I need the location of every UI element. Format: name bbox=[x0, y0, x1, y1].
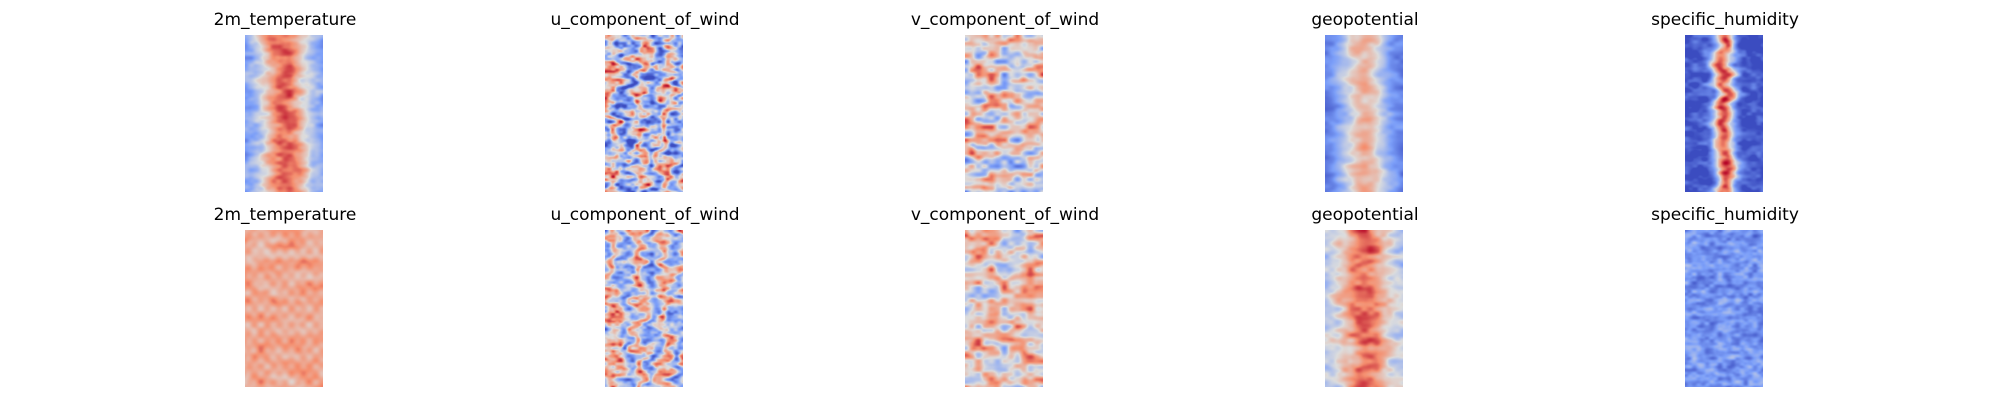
panel-title: specific_humidity bbox=[1651, 10, 1799, 30]
panel-title: specific_humidity bbox=[1651, 205, 1799, 225]
panel-title: geopotential bbox=[1311, 205, 1419, 225]
heatmap-u-component-of-wind bbox=[605, 230, 683, 387]
heatmap-v-component-of-wind bbox=[965, 230, 1043, 387]
heatmap-specific-humidity bbox=[1685, 35, 1763, 192]
heatmap-2m-temperature bbox=[245, 35, 323, 192]
panel-title: 2m_temperature bbox=[213, 10, 357, 30]
panel-title: v_component_of_wind bbox=[910, 10, 1100, 30]
panel-title: v_component_of_wind bbox=[910, 205, 1100, 225]
heatmap-geopotential bbox=[1325, 35, 1403, 192]
panel-title: geopotential bbox=[1311, 10, 1419, 30]
heatmap-u-component-of-wind bbox=[605, 35, 683, 192]
heatmap-v-component-of-wind bbox=[965, 35, 1043, 192]
panel-title: u_component_of_wind bbox=[550, 205, 740, 225]
panel-title: u_component_of_wind bbox=[550, 10, 740, 30]
heatmap-specific-humidity bbox=[1685, 230, 1763, 387]
heatmap-geopotential bbox=[1325, 230, 1403, 387]
panel-title: 2m_temperature bbox=[213, 205, 357, 225]
heatmap-2m-temperature bbox=[245, 230, 323, 387]
